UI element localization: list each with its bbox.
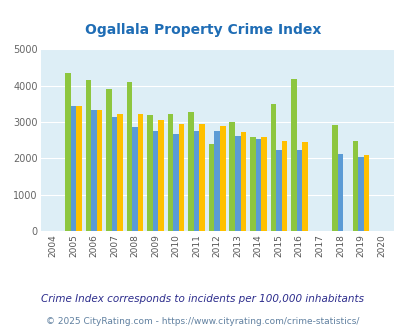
Bar <box>91 110 96 231</box>
Bar <box>290 79 296 231</box>
Bar <box>138 114 143 231</box>
Bar <box>209 144 214 231</box>
Bar <box>65 73 70 231</box>
Bar <box>158 120 164 231</box>
Bar <box>70 106 76 231</box>
Text: Crime Index corresponds to incidents per 100,000 inhabitants: Crime Index corresponds to incidents per… <box>41 294 364 304</box>
Bar <box>85 80 91 231</box>
Bar <box>352 141 357 231</box>
Bar <box>188 112 194 231</box>
Bar <box>106 89 111 231</box>
Text: Ogallala Property Crime Index: Ogallala Property Crime Index <box>85 23 320 37</box>
Bar <box>152 131 158 231</box>
Bar <box>126 82 132 231</box>
Bar <box>111 116 117 231</box>
Bar <box>240 132 245 231</box>
Bar <box>301 142 307 231</box>
Bar <box>96 110 102 231</box>
Bar <box>179 123 184 231</box>
Bar <box>132 127 138 231</box>
Bar <box>147 115 152 231</box>
Bar <box>173 134 179 231</box>
Bar <box>296 150 301 231</box>
Bar <box>363 155 369 231</box>
Bar <box>199 124 205 231</box>
Bar <box>255 139 260 231</box>
Bar <box>234 136 240 231</box>
Bar <box>76 106 81 231</box>
Bar <box>260 137 266 231</box>
Bar <box>214 131 220 231</box>
Bar <box>117 114 123 231</box>
Bar <box>220 126 225 231</box>
Bar <box>357 157 363 231</box>
Bar <box>249 137 255 231</box>
Bar <box>275 150 281 231</box>
Bar <box>167 114 173 231</box>
Text: © 2025 CityRating.com - https://www.cityrating.com/crime-statistics/: © 2025 CityRating.com - https://www.city… <box>46 317 359 326</box>
Bar <box>229 122 234 231</box>
Bar <box>270 104 275 231</box>
Bar <box>194 131 199 231</box>
Bar <box>281 141 286 231</box>
Bar <box>337 154 342 231</box>
Bar <box>331 125 337 231</box>
